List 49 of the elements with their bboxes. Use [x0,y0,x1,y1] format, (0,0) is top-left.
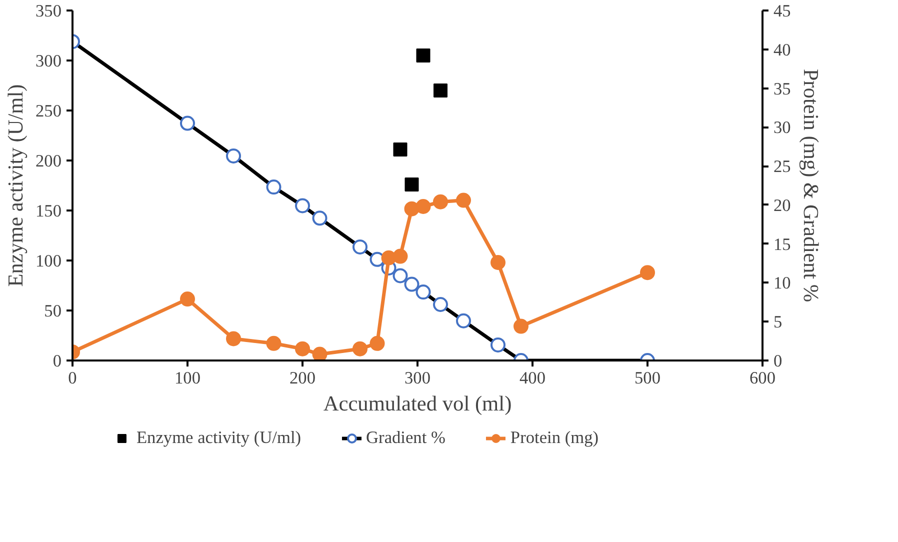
point [266,336,282,351]
point [404,178,419,192]
y2-tick-label: 30 [774,118,791,138]
point [514,318,528,334]
x-tick-label: 600 [750,368,776,388]
x-tick-label: 300 [404,368,431,388]
point [416,199,431,214]
y-axis-title: Enzyme activity (U/ml) [4,84,28,287]
point [434,84,448,98]
y2-tick-label: 40 [774,40,791,60]
y2-axis-title: Protein (mg) & Gradient % [798,68,823,302]
point [433,194,448,210]
point [352,341,368,356]
y-tick-label: 250 [36,102,62,120]
y2-tick-label: 20 [774,196,791,215]
x-tick-label: 0 [68,368,77,388]
point [295,341,310,356]
point [312,346,328,360]
x-tick-label: 400 [520,368,546,388]
y2-tick-label: 5 [774,312,782,332]
y-tick-label: 0 [52,352,62,370]
point [640,265,655,280]
legend-label: Enzyme activity (U/ml) [136,428,302,448]
y-tick-label: 300 [36,52,62,70]
legend-label: Protein (mg) [510,428,599,448]
point [456,192,471,208]
y-tick-label: 200 [36,152,62,170]
y2-tick-label: 15 [774,234,791,254]
y2-tick-label: 0 [774,352,782,370]
point [180,292,195,307]
y-tick-label: 100 [36,252,62,270]
legend-label: Gradient % [366,428,446,448]
x-tick-label: 100 [174,368,201,388]
y-tick-label: 150 [36,202,62,220]
point [226,331,241,346]
y2-tick-label: 35 [774,79,791,98]
point [490,255,506,270]
y-tick-label: 50 [44,302,62,320]
x-tick-label: 500 [634,368,661,388]
y2-tick-label: 10 [774,274,791,293]
y-tick-label: 350 [36,2,62,20]
x-axis-title: Accumulated vol (ml) [323,392,512,416]
point [392,248,408,264]
x-tick-label: 200 [290,368,316,388]
y2-tick-label: 25 [774,157,791,176]
point [416,48,430,62]
point [393,142,408,156]
point [370,336,385,351]
y2-tick-label: 45 [774,2,791,20]
